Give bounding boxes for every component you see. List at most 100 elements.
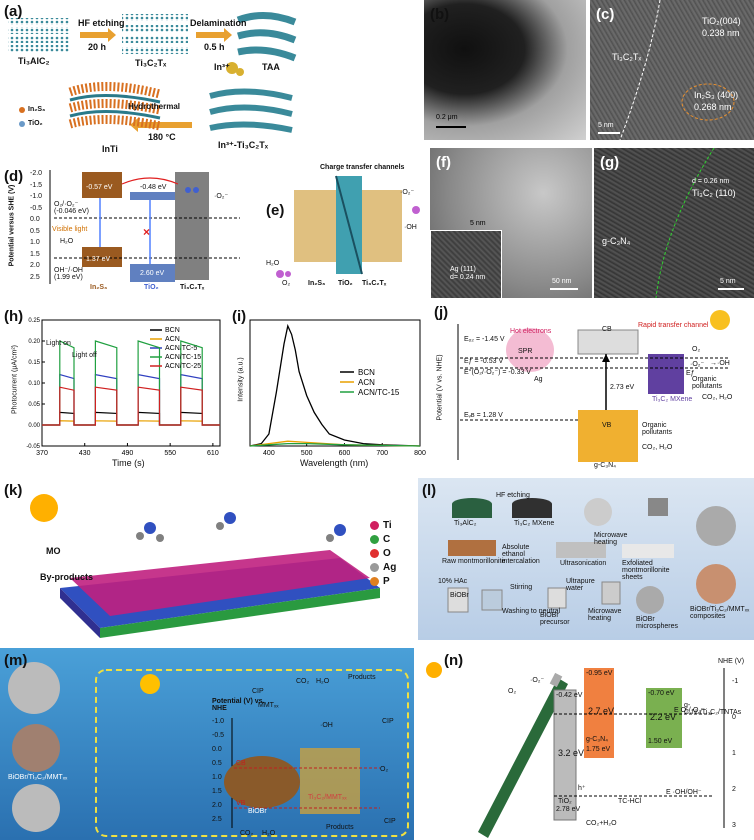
- panel-n-band-diagram: (n) NHE (V) -1 0 1 2 3 O₂ ·O₂⁻ -0.42 eV 3.2 …: [418, 648, 754, 840]
- label-in2s3-d: 0.268 nm: [694, 102, 732, 112]
- label-h2o-bottom: H₂O: [262, 830, 276, 837]
- x-tick-label: 550: [164, 450, 176, 457]
- y-tick-label: 0.15: [28, 360, 40, 366]
- label-e-oh: E ·OH/OH⁻: [666, 789, 702, 796]
- label-gcn-gap: 2.7 eV: [588, 706, 615, 716]
- x-label-ti3c2tx: Ti₃C₂Tₓ: [180, 284, 205, 291]
- label-vb: VB: [236, 800, 246, 807]
- label-tio2-vb: 2.78 eV: [556, 806, 581, 813]
- label-in3ti: In³⁺-Ti₃C₂Tₓ: [218, 140, 269, 150]
- band-diagram: ×: [49, 170, 240, 284]
- legend-label: Ti: [383, 519, 392, 531]
- svg-text:×: ×: [143, 225, 150, 239]
- y-tick-label: 3: [732, 822, 736, 829]
- label-gcn: g-C₃N₄: [586, 736, 609, 743]
- label-byproducts: By-products: [40, 572, 94, 582]
- label-h2o: H₂O: [266, 260, 280, 267]
- y-tick-label: 1.0: [212, 774, 222, 781]
- plot-frame: [249, 319, 421, 447]
- panel-label-k: (k): [4, 482, 23, 499]
- legend-tio2: TiO₂: [28, 120, 43, 127]
- n-diagram: [426, 662, 725, 838]
- legend-in2s3: In₂S₃: [28, 106, 46, 113]
- y-tick-label: 0: [732, 714, 736, 721]
- label-mw2: Microwave heating: [588, 608, 622, 622]
- label-cb: CB: [602, 326, 612, 333]
- label-hac: 10% HAc: [438, 578, 468, 585]
- scale-label: 50 nm: [552, 278, 572, 285]
- legend-label: ACN/TC-15: [358, 388, 400, 397]
- label-o2: O₂: [692, 346, 701, 353]
- panel-label-f: (f): [436, 154, 451, 171]
- panel-label-e: (e): [266, 202, 285, 219]
- label-h2o: H₂O: [60, 238, 74, 245]
- label-ti3c2: Ti₃C₂ (110): [692, 188, 736, 198]
- m-scheme: [8, 662, 409, 837]
- arrow-hf: [80, 28, 116, 42]
- y-tick-label: 1: [732, 750, 736, 757]
- panel-f-tem-image: (f) 5 nm Ag (111) d= 0.24 nm 50 nm: [430, 148, 592, 298]
- label-ultra: Ultrasonication: [560, 560, 607, 567]
- label-oh: ·OH: [320, 722, 333, 729]
- label-co2-2: CO₂, H₂O: [642, 444, 673, 451]
- y-tick-label: 1.0: [30, 239, 40, 246]
- legend-label: BCN: [358, 368, 375, 377]
- y-axis-label: Photocurrent (μA/cm²): [11, 345, 19, 414]
- schematic: [276, 175, 420, 278]
- legend: Ti C O Ag P: [370, 518, 396, 588]
- l-scheme: [447, 498, 736, 614]
- legend-tio2-dot: [19, 121, 25, 127]
- label-in3: In³⁺: [214, 62, 230, 72]
- label-vb: VB: [602, 422, 612, 429]
- label-in2s3: In₂S₃ (400): [694, 90, 739, 100]
- in3ti-sheets: [209, 88, 293, 133]
- y-tick-label: -0.5: [30, 204, 43, 212]
- title-channels: Charge transfer channels: [320, 164, 405, 171]
- label-gcn-cb: -0.95 eV: [586, 670, 613, 677]
- label-comp: BiOBr/Ti₃C₂/MMTₓₓ composites: [690, 606, 750, 620]
- mechanism-diagram: [457, 310, 730, 462]
- label-cip-2: CIP: [382, 718, 394, 725]
- series-line-acn-tc-15: [249, 442, 421, 447]
- panel-label-g: (g): [600, 154, 620, 171]
- x-tick-label: 490: [122, 450, 134, 457]
- legend-in2s3-dot: [19, 107, 25, 113]
- label-h2o-top: H₂O: [316, 678, 330, 685]
- label-ecb: Eₒ₂ = -1.45 V: [464, 336, 505, 343]
- y-axis-label: Potential (V vs. NHE): [436, 354, 444, 421]
- label-ti3c2tx: Ti₃C₂Tₓ: [135, 58, 167, 68]
- x-tick-label: 600: [339, 450, 351, 457]
- x-tick-label: 610: [207, 450, 219, 457]
- label-ti3c2: Ti₃C₂Tₓ: [612, 52, 642, 62]
- label-ti3alc2: Ti₃AlC₂: [454, 520, 477, 527]
- label-mxene: Ti₃C₂ MXene: [514, 520, 555, 527]
- label-nhe: NHE (V): [718, 658, 745, 665]
- legend-dot: [370, 534, 379, 544]
- panel-c-hrtem-image: (c) Ti₃C₂Tₓ TiO₂(004) 0.238 nm In₂S₃ (40…: [590, 0, 754, 140]
- label-temp: 180 °C: [148, 132, 176, 142]
- label-tio2-cb: -0.42 eV: [556, 692, 583, 699]
- label-superoxide: ·O₂⁻: [400, 189, 415, 196]
- label-visible-light: Visible light: [52, 226, 88, 233]
- label-o2m: ·O₂⁻: [530, 677, 545, 684]
- plot-frame: [41, 319, 221, 447]
- label-co2-1: CO₂, H₂O: [702, 394, 733, 401]
- x-label-ti3c2tx: Ti₃C₂Tₓ: [362, 280, 387, 287]
- x-axis-label: Wavelength (nm): [300, 458, 369, 468]
- y-axis-label: Intensity (a.u.): [237, 357, 245, 402]
- panel-label-a: (a): [4, 3, 23, 20]
- label-hf: HF etching: [496, 492, 530, 499]
- arrow-delam: [196, 28, 232, 42]
- label-evb: Eᵥʙ = 1.28 V: [464, 412, 503, 419]
- legend-dot: [370, 548, 379, 558]
- label-light-off: Light off: [72, 352, 97, 359]
- y-tick-label: 2.0: [30, 262, 40, 269]
- label-eo2: E°(O₂/·O₂⁻) = -0.33 V: [464, 369, 531, 376]
- y-tick-label: -1.0: [212, 718, 225, 725]
- label-ag: Ag: [534, 376, 543, 383]
- label-co2: CO₂+H₂O: [586, 820, 617, 827]
- label-hot-electrons: Hot electrons: [510, 328, 552, 335]
- label-d-spacing: d = 0.26 nm: [692, 178, 730, 185]
- y-tick-label: 0.05: [28, 402, 40, 408]
